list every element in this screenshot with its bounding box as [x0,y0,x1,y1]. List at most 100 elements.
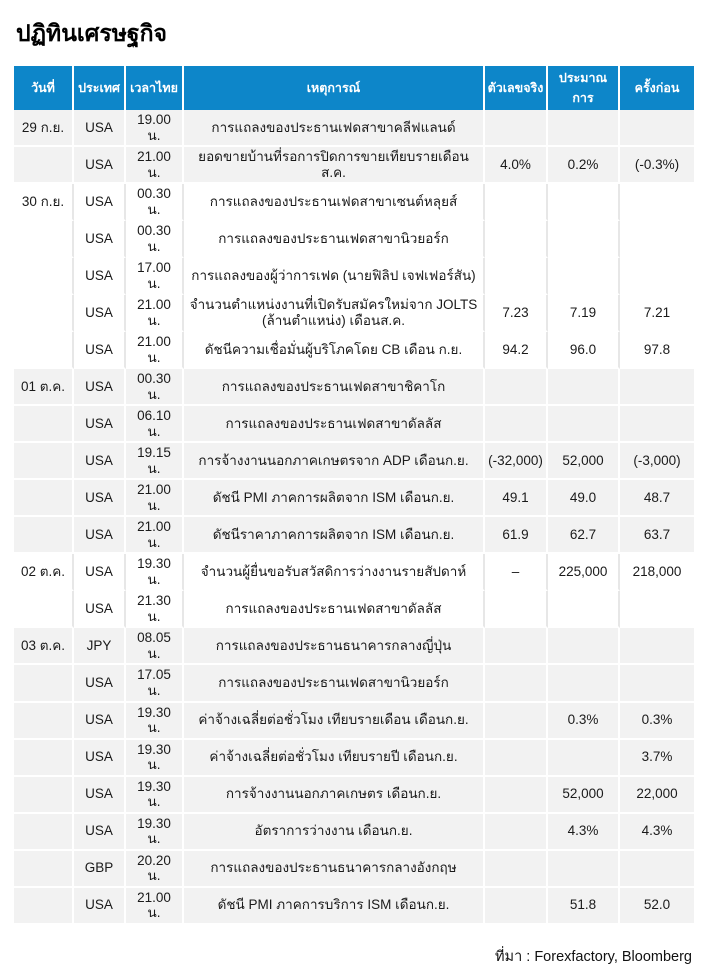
table-row: 01 ต.ค. USA 00.30 น. การแถลงของประธานเฟด… [14,369,694,407]
event-cell: การแถลงของประธานเฟดสาขาดัลลัส [184,406,485,444]
time-cell: 17.05 น. [126,665,184,703]
table-row: 03 ต.ค. JPY 08.05 น. การแถลงของประธานธนา… [14,628,694,666]
table-row: USA 19.30 น. ค่าจ้างเฉลี่ยต่อชั่วโมง เที… [14,702,694,740]
forecast-cell [548,110,620,148]
event-cell: การแถลงของประธานธนาคารกลางอังกฤษ [184,850,485,888]
actual-cell [485,258,548,296]
event-cell: การจ้างงานนอกภาคเกษตร เดือนก.ย. [184,776,485,814]
table-row: USA 06.10 น. การแถลงของประธานเฟดสาขาดัลล… [14,406,694,444]
previous-cell: 4.3% [620,813,694,851]
time-cell: 21.00 น. [126,147,184,185]
actual-cell [485,887,548,925]
country-cell: USA [74,554,126,592]
date-cell [14,295,74,333]
date-cell [14,258,74,296]
table-row: GBP 20.20 น. การแถลงของประธานธนาคารกลางอ… [14,850,694,888]
actual-cell: 61.9 [485,517,548,555]
actual-cell [485,665,548,703]
actual-cell [485,813,548,851]
event-cell: การแถลงของประธานเฟดสาขานิวยอร์ก [184,665,485,703]
actual-cell: 49.1 [485,480,548,518]
time-cell: 00.30 น. [126,184,184,222]
previous-cell [620,850,694,888]
previous-cell [620,369,694,407]
forecast-cell: 96.0 [548,332,620,370]
event-cell: อัตราการว่างงาน เดือนก.ย. [184,813,485,851]
date-cell: 02 ต.ค. [14,554,74,592]
forecast-cell: 225,000 [548,554,620,592]
previous-cell: 218,000 [620,554,694,592]
previous-cell: 0.3% [620,702,694,740]
country-cell: USA [74,221,126,259]
actual-cell: (-32,000) [485,443,548,481]
event-cell: การแถลงของประธานเฟดสาขาชิคาโก [184,369,485,407]
event-cell: การแถลงของประธานเฟดสาขาเซนต์หลุยส์ [184,184,485,222]
country-cell: USA [74,887,126,925]
event-cell: ยอดขายบ้านที่รอการปิดการขายเทียบรายเดือน… [184,147,485,185]
country-cell: USA [74,443,126,481]
forecast-cell [548,850,620,888]
time-cell: 19.30 น. [126,739,184,777]
event-cell: การแถลงของประธานเฟดสาขาคลีฟแลนด์ [184,110,485,148]
previous-cell [620,628,694,666]
col-header-event: เหตุการณ์ [184,66,485,110]
previous-cell: 52.0 [620,887,694,925]
date-cell [14,776,74,814]
table-row: USA 21.30 น. การแถลงของประธานเฟดสาขาดัลล… [14,591,694,629]
country-cell: USA [74,406,126,444]
page-title: ปฏิทินเศรษฐกิจ [16,20,167,46]
event-cell: การแถลงของประธานธนาคารกลางญี่ปุ่น [184,628,485,666]
forecast-cell [548,184,620,222]
table-row: 02 ต.ค. USA 19.30 น. จำนวนผู้ยื่นขอรับสว… [14,554,694,592]
actual-cell: 94.2 [485,332,548,370]
forecast-cell [548,628,620,666]
date-cell [14,406,74,444]
actual-cell: – [485,554,548,592]
previous-cell [620,665,694,703]
previous-cell [620,110,694,148]
time-cell: 00.30 น. [126,221,184,259]
event-cell: ค่าจ้างเฉลี่ยต่อชั่วโมง เทียบรายเดือน เด… [184,702,485,740]
previous-cell: 7.21 [620,295,694,333]
actual-cell [485,369,548,407]
previous-cell: 3.7% [620,739,694,777]
forecast-cell [548,369,620,407]
time-cell: 21.00 น. [126,480,184,518]
date-cell [14,443,74,481]
table-row: 30 ก.ย. USA 00.30 น. การแถลงของประธานเฟด… [14,184,694,222]
actual-cell [485,591,548,629]
table-row: USA 21.00 น. ยอดขายบ้านที่รอการปิดการขาย… [14,147,694,185]
previous-cell [620,591,694,629]
table-row: USA 19.30 น. การจ้างงานนอกภาคเกษตร เดือน… [14,776,694,814]
date-cell [14,887,74,925]
previous-cell [620,406,694,444]
table-row: USA 19.30 น. ค่าจ้างเฉลี่ยต่อชั่วโมง เที… [14,739,694,777]
previous-cell [620,221,694,259]
country-cell: USA [74,258,126,296]
col-header-previous: ครั้งก่อน [620,66,694,110]
time-cell: 19.30 น. [126,813,184,851]
previous-cell: (-0.3%) [620,147,694,185]
country-cell: USA [74,702,126,740]
event-cell: ดัชนีความเชื่อมั่นผู้บริโภคโดย CB เดือน … [184,332,485,370]
event-cell: จำนวนตำแหน่งงานที่เปิดรับสมัครใหม่จาก JO… [184,295,485,333]
forecast-cell: 49.0 [548,480,620,518]
event-cell: ดัชนีราคาภาคการผลิตจาก ISM เดือนก.ย. [184,517,485,555]
time-cell: 19.30 น. [126,554,184,592]
previous-cell: 63.7 [620,517,694,555]
country-cell: USA [74,147,126,185]
table-row: USA 17.00 น. การแถลงของผู้ว่าการเฟด (นาย… [14,258,694,296]
actual-cell [485,628,548,666]
date-cell [14,221,74,259]
event-cell: การแถลงของประธานเฟดสาขาดัลลัส [184,591,485,629]
table-row: 29 ก.ย. USA 19.00 น. การแถลงของประธานเฟด… [14,110,694,148]
table-row: USA 17.05 น. การแถลงของประธานเฟดสาขานิวย… [14,665,694,703]
date-cell [14,739,74,777]
time-cell: 21.00 น. [126,332,184,370]
date-cell [14,517,74,555]
time-cell: 06.10 น. [126,406,184,444]
time-cell: 00.30 น. [126,369,184,407]
event-cell: การแถลงของประธานเฟดสาขานิวยอร์ก [184,221,485,259]
previous-cell: 48.7 [620,480,694,518]
